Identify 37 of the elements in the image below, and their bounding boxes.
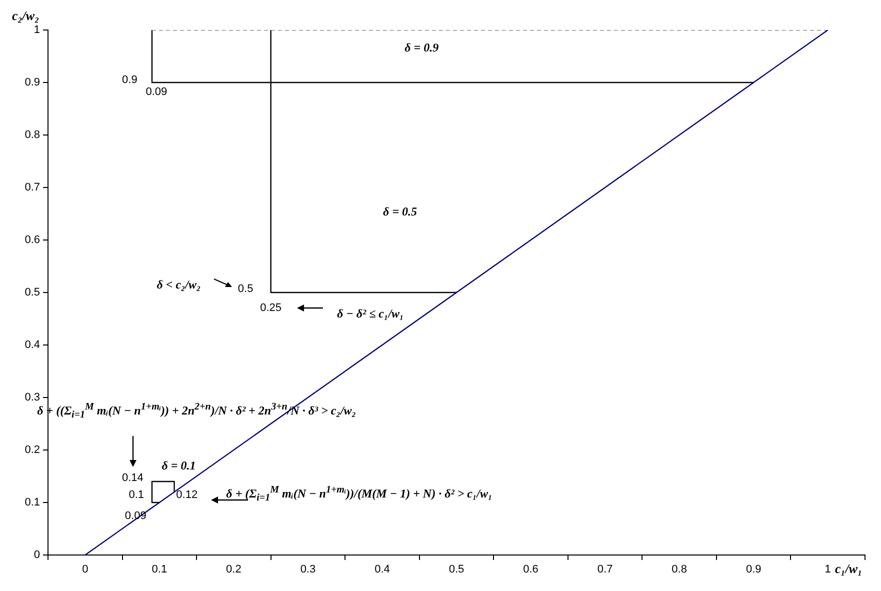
x-tick-label: 0.8	[672, 564, 687, 576]
y-tick-label: 0.6	[24, 234, 40, 246]
x-tick-label: 0.7	[597, 564, 613, 576]
y-tick-label: 0.7	[24, 182, 40, 194]
x-tick-label: 1	[824, 564, 831, 576]
annotation: δ + (Σ$_{i=1}$$^{M}$ mᵢ(N − n$^{1+mᵢ}$))/(M(M − 1) + N) · δ² > c₁/w₁	[226, 484, 492, 504]
annotation: δ − δ² ≤ c₁/w₁	[336, 306, 404, 321]
x-tick-label: 0.3	[300, 564, 316, 576]
x-tick-label: 0.4	[374, 564, 390, 576]
y-axis-title: c₂/w₂	[12, 8, 40, 24]
annotation: 0.1	[128, 488, 144, 501]
y-tick-label: 1	[34, 24, 40, 36]
y-tick-label: 0.9	[24, 76, 40, 89]
x-tick-label: 0.6	[523, 564, 538, 576]
x-axis-title: c₁/w₁	[835, 561, 862, 577]
annotation: 0.09	[146, 86, 168, 99]
y-tick-label: 0	[34, 549, 40, 562]
x-tick-label: 0.1	[152, 564, 168, 576]
y-tick-label: 0.8	[24, 129, 40, 142]
annotation: 0.14	[122, 472, 144, 484]
y-tick-label: 0.4	[24, 339, 40, 352]
x-tick-label: 0.5	[448, 564, 464, 576]
annotation: δ = 0.5	[383, 204, 418, 218]
x-tick-label: 0.9	[746, 564, 762, 576]
x-tick-label: 0.2	[226, 564, 242, 576]
annotation: δ < c₂/w₂	[156, 277, 201, 292]
annotation: 0.25	[260, 302, 282, 314]
annotation: 0.5	[238, 282, 254, 295]
y-tick-label: 0.3	[24, 392, 40, 404]
y-tick-label: 0.2	[24, 444, 40, 456]
annotation: δ = 0.9	[404, 40, 439, 55]
annotation: 0.9	[122, 74, 138, 86]
annotation: 0.12	[176, 488, 198, 501]
y-tick-label: 0.1	[24, 496, 40, 509]
annotation: δ = 0.1	[162, 458, 196, 473]
x-tick-label: 0	[82, 564, 88, 576]
y-tick-label: 0.5	[24, 286, 40, 299]
